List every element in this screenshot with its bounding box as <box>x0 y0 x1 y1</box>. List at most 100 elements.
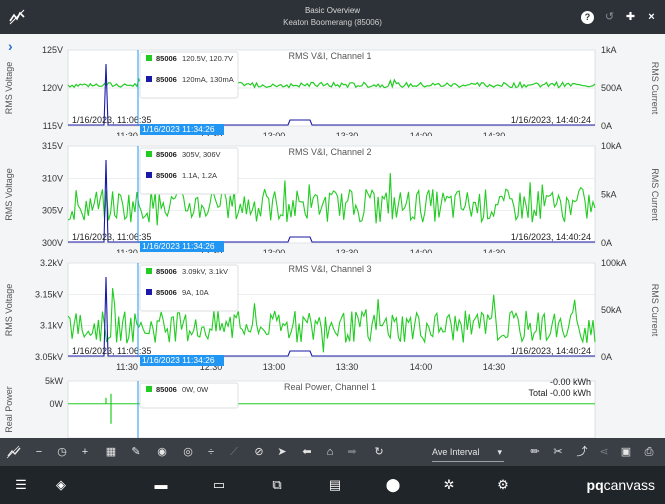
axis-icon[interactable] <box>6 445 22 459</box>
print-icon[interactable]: ⎙ <box>644 446 654 458</box>
legend-swatch <box>146 55 152 61</box>
satellite-icon[interactable]: ✲ <box>443 477 455 492</box>
location-icon[interactable]: ⬤ <box>385 477 401 492</box>
legend-swatch <box>146 386 152 392</box>
divide-icon[interactable]: ÷ <box>207 446 215 458</box>
chevron-down-icon: ▾ <box>497 447 502 457</box>
y-tick-label: 315V <box>42 141 63 151</box>
title-bar: Basic Overview Keaton Boomerang (85006) … <box>0 0 665 34</box>
device-icon[interactable]: ▬ <box>154 477 168 492</box>
save-icon[interactable]: ▣ <box>620 446 632 458</box>
eye-icon[interactable]: ◎ <box>183 446 193 458</box>
legend-swatch <box>146 289 152 295</box>
interval-select[interactable]: Ave Interval ▾ <box>432 443 504 462</box>
x-tick-label: 14:00 <box>410 362 433 372</box>
zoom-in-icon[interactable]: + <box>81 446 89 458</box>
current-series-line[interactable] <box>68 276 595 357</box>
right-axis-label: RMS Current <box>650 284 660 337</box>
legend-series-id: 85006 <box>156 54 177 63</box>
ruler-icon[interactable]: ✎ <box>131 446 141 458</box>
clock-icon[interactable]: ◷ <box>57 446 67 458</box>
table-icon[interactable]: ▦ <box>105 446 117 458</box>
eye-off-icon[interactable]: ⊘ <box>254 446 264 458</box>
x-tick-label: 13:00 <box>263 362 286 372</box>
window-subtitle: Keaton Boomerang (85006) <box>283 18 382 27</box>
x-tick-label: 14:30 <box>483 362 506 372</box>
pin-icon[interactable]: ✚ <box>625 11 636 23</box>
help-icon[interactable]: ? <box>581 11 594 24</box>
x-tick-label: 12:30 <box>200 362 223 372</box>
legend-swatch <box>146 268 152 274</box>
home-icon[interactable]: ⌂ <box>326 446 334 458</box>
legend-series-id: 85006 <box>156 288 177 297</box>
arrow-left-icon[interactable]: ⬅ <box>302 446 312 458</box>
tape-icon[interactable]: ▭ <box>212 477 226 492</box>
start-time-label: 1/16/2023, 11:06:35 <box>72 115 151 125</box>
layers-icon[interactable]: ◈ <box>56 477 66 492</box>
legend-series-id: 85006 <box>156 385 177 394</box>
end-time-label: 1/16/2023, 14:40:24 <box>511 232 591 242</box>
legend-box[interactable] <box>139 382 239 409</box>
app-logo-icon[interactable] <box>8 8 26 26</box>
cursor-label: 1/16/2023 11:34:26 <box>142 124 215 134</box>
y-tick-label: 5kW <box>45 376 64 386</box>
settings-icon[interactable]: ⚙ <box>497 477 509 492</box>
legend-value: 120.5V, 120.7V <box>182 54 233 63</box>
eye-chart-icon[interactable]: ◉ <box>157 446 167 458</box>
y2-tick-label: 0A <box>601 121 612 131</box>
bottom-nav: ☰ ◈ ▬ ▭ ⧉ ▤ ⬤ ✲ ⚙ pqcanvass <box>0 466 665 504</box>
voltage-series-line[interactable] <box>67 288 596 353</box>
legend-series-id: 85006 <box>156 150 177 159</box>
y-tick-label: 305V <box>42 206 63 216</box>
right-axis-label: RMS Current <box>650 168 660 221</box>
left-axis-label: RMS Voltage <box>4 284 14 337</box>
legend-box[interactable] <box>139 147 239 195</box>
legend-value: 305V, 306V <box>182 150 221 159</box>
zoom-out-icon[interactable]: − <box>35 446 43 458</box>
y-tick-label: 115V <box>43 121 63 131</box>
end-time-label: 1/16/2023, 14:40:24 <box>511 346 591 356</box>
legend-swatch <box>146 76 152 82</box>
window-title: Basic Overview <box>304 6 361 15</box>
trend-icon[interactable]: ⧉ <box>272 477 282 492</box>
legend-swatch <box>146 172 152 178</box>
left-axis-label: RMS Voltage <box>4 168 14 221</box>
document-icon[interactable]: ▤ <box>328 477 342 492</box>
charts-canvas[interactable]: 125V 120V 115V 1kA 500A 0A RMS Current RMS Volt… <box>0 34 665 438</box>
legend-box[interactable] <box>139 264 239 312</box>
voltage-series-line[interactable] <box>67 173 596 226</box>
y-tick-label: 3.2kV <box>40 258 63 268</box>
y-tick-label: 120V <box>42 83 63 93</box>
expand-sidebar-icon[interactable]: › <box>8 38 13 54</box>
x-tick-label: 13:30 <box>336 362 359 372</box>
y-tick-label: 0W <box>50 399 64 409</box>
chart-toolbar: − ◷ + ▦ ✎ ◉ ◎ ÷ ⟋ ⊘ ➤ ⬅ ⌂ ➡ ↻ Ave Interv… <box>0 438 665 466</box>
y2-tick-label: 5kA <box>601 190 617 200</box>
chart-title: Real Power, Channel 1 <box>284 382 376 392</box>
pointer-icon[interactable]: ➤ <box>277 446 287 458</box>
refresh-icon[interactable]: ↻ <box>374 446 384 458</box>
menu-icon[interactable]: ☰ <box>15 477 27 492</box>
chart-title: RMS V&I, Channel 2 <box>288 147 371 157</box>
line-chart-icon[interactable]: ⟋ <box>230 446 238 458</box>
chart-area: 125V 120V 115V 1kA 500A 0A RMS Current RMS Volt… <box>0 34 665 438</box>
arrow-right-icon[interactable]: ➡ <box>347 446 357 458</box>
y2-tick-label: 500A <box>601 83 622 93</box>
share-icon[interactable]: ⋖ <box>599 446 609 458</box>
legend-box[interactable] <box>139 51 239 99</box>
chart-title: RMS V&I, Channel 1 <box>288 51 371 61</box>
pencil-icon[interactable]: ✏ <box>530 446 540 458</box>
y2-tick-label: 0A <box>601 238 612 248</box>
current-series-line[interactable] <box>68 159 595 243</box>
scissors-icon[interactable]: ✂ <box>553 446 563 458</box>
energy-total-label: Total -0.00 kWh <box>528 388 591 398</box>
y2-tick-label: 0A <box>601 352 612 362</box>
y2-tick-label: 100kA <box>601 258 627 268</box>
y-tick-label: 310V <box>42 173 63 183</box>
current-series-line[interactable] <box>68 63 595 126</box>
export-icon[interactable]: ⤴ <box>576 446 588 458</box>
end-time-label: 1/16/2023, 14:40:24 <box>511 115 591 125</box>
right-axis-label: RMS Current <box>650 62 660 115</box>
history-icon[interactable]: ↺ <box>604 11 615 23</box>
close-icon[interactable]: × <box>648 11 655 23</box>
